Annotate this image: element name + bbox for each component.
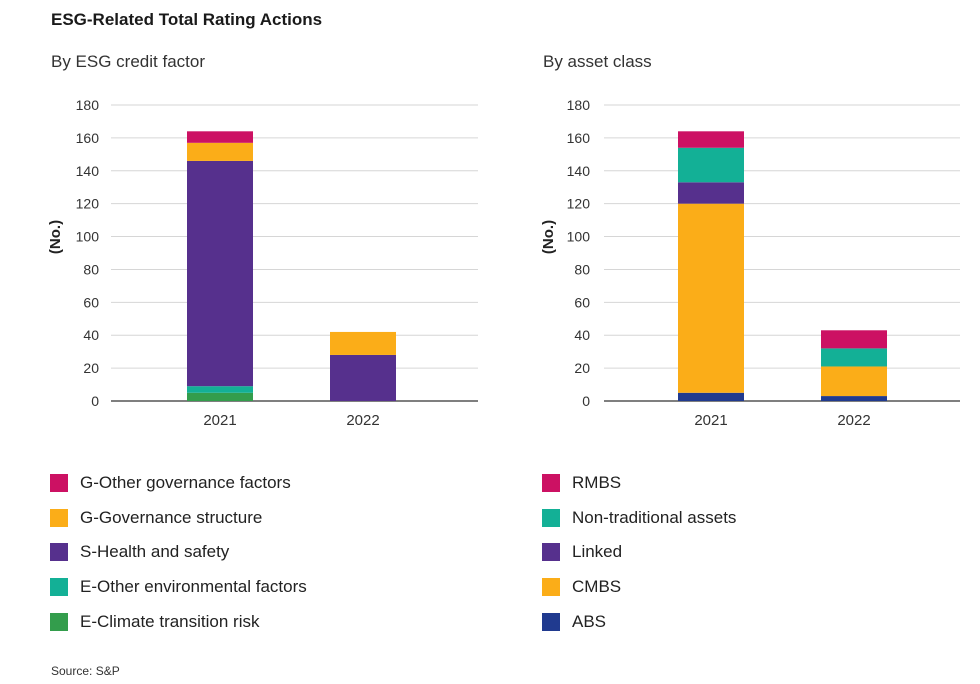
chart-asset-class: 0 20 40 60 80 100 120 140 160 180 (No.) 2021 2022: [540, 97, 960, 429]
y-tick-label: 180: [76, 97, 100, 113]
x-tick-label: 2022: [837, 412, 870, 429]
legend-swatch: [542, 474, 560, 493]
y-tick-label: 180: [567, 97, 591, 113]
y-tick-label: 140: [76, 163, 100, 179]
y-tick-label: 120: [567, 196, 591, 212]
legend-swatch: [50, 578, 68, 597]
bar-segment: [821, 348, 887, 367]
bar-segment: [678, 392, 744, 401]
y-axis-label: (No.): [540, 220, 557, 254]
bar-segment: [187, 160, 253, 387]
legend-item: ABS: [542, 604, 736, 639]
bar-segment: [821, 366, 887, 397]
bar-segment: [821, 330, 887, 349]
y-tick-label: 120: [76, 196, 100, 212]
bar-segment: [678, 182, 744, 204]
y-tick-label: 0: [582, 393, 590, 409]
x-tick-label: 2021: [203, 412, 236, 429]
y-tick-label: 20: [83, 360, 99, 376]
y-tick-label: 60: [83, 294, 99, 310]
legend-label: ABS: [572, 611, 607, 631]
legend-swatch: [542, 578, 560, 597]
x-tick-label: 2021: [694, 412, 727, 429]
legend-label: E-Other environmental factors: [80, 577, 307, 597]
y-tick-label: 100: [567, 229, 591, 245]
legend-item: G-Governance structure: [50, 501, 307, 536]
legend-item: Non-traditional assets: [542, 501, 736, 536]
legend-item: G-Other governance factors: [50, 466, 307, 501]
y-axis-label: (No.): [47, 220, 64, 254]
source-note: Source: S&P: [51, 664, 120, 678]
legend-item: Linked: [542, 535, 736, 570]
legend-label: G-Other governance factors: [80, 473, 291, 493]
legend-swatch: [50, 543, 68, 562]
x-tick-label: 2022: [346, 412, 379, 429]
legend-esg-credit-factor: G-Other governance factors G-Governance s…: [50, 466, 307, 639]
legend-item: E-Other environmental factors: [50, 570, 307, 605]
legend-swatch: [542, 508, 560, 527]
legend-label: G-Governance structure: [80, 507, 263, 527]
y-tick-label: 40: [83, 327, 99, 343]
bar-segment: [678, 203, 744, 393]
y-tick-label: 160: [567, 130, 591, 146]
legend-asset-class: RMBS Non-traditional assets Linked CMBS ABS: [542, 466, 736, 639]
bar-segment: [678, 131, 744, 148]
legend-label: Linked: [572, 542, 623, 562]
chart-1-title: By ESG credit factor: [51, 52, 205, 71]
bar-segment: [678, 147, 744, 183]
legend-swatch: [542, 612, 560, 631]
bar-segment: [187, 392, 253, 401]
legend-label: E-Climate transition risk: [80, 611, 260, 631]
bar-segment: [821, 396, 887, 401]
charts-canvas: 0 20 40 60 80 100 120 140 160 180 (No.) 2021 2022 0 2…: [47, 97, 960, 429]
bar-segment: [187, 131, 253, 143]
y-tick-label: 40: [574, 327, 590, 343]
y-tick-label: 140: [567, 163, 591, 179]
y-tick-label: 160: [76, 130, 100, 146]
y-tick-label: 20: [574, 360, 590, 376]
page-title: ESG-Related Total Rating Actions: [51, 10, 323, 29]
y-tick-label: 100: [76, 229, 100, 245]
legend-item: S-Health and safety: [50, 535, 307, 570]
bar-segment: [330, 331, 396, 355]
chart-2-title: By asset class: [543, 52, 652, 71]
bar-segment: [187, 142, 253, 161]
legend-item: RMBS: [542, 466, 736, 501]
legend-item: E-Climate transition risk: [50, 604, 307, 639]
legend-item: CMBS: [542, 570, 736, 605]
legend-swatch: [50, 612, 68, 631]
bar-segment: [330, 354, 396, 401]
chart-esg-credit-factor: 0 20 40 60 80 100 120 140 160 180 (No.) 2021 2022: [47, 97, 478, 429]
legend-label: S-Health and safety: [80, 542, 230, 562]
legend-label: Non-traditional assets: [572, 507, 737, 527]
bar-segment: [187, 386, 253, 393]
legend-label: CMBS: [572, 577, 622, 597]
legend-label: RMBS: [572, 473, 622, 493]
legend-swatch: [50, 474, 68, 493]
y-tick-label: 80: [574, 261, 590, 277]
y-tick-label: 60: [574, 294, 590, 310]
legend-swatch: [542, 543, 560, 562]
legend-swatch: [50, 508, 68, 527]
y-tick-label: 0: [91, 393, 99, 409]
y-tick-label: 80: [83, 261, 99, 277]
